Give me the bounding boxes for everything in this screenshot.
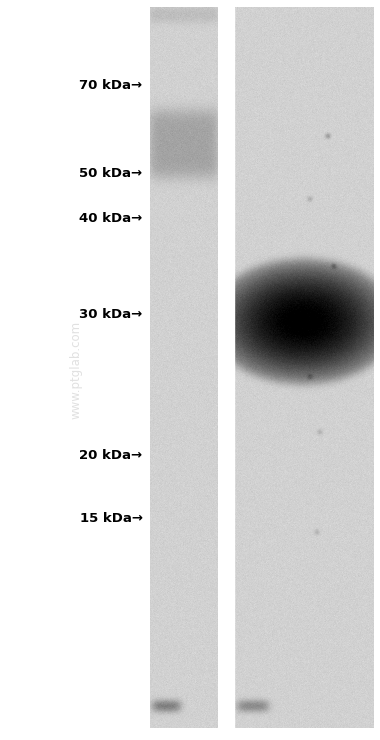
Text: 40 kDa→: 40 kDa→	[79, 212, 142, 225]
Text: 15 kDa→: 15 kDa→	[79, 511, 142, 525]
Text: 50 kDa→: 50 kDa→	[79, 167, 142, 181]
Text: 70 kDa→: 70 kDa→	[79, 78, 142, 92]
Text: 20 kDa→: 20 kDa→	[79, 448, 142, 462]
Text: 30 kDa→: 30 kDa→	[79, 308, 142, 321]
Text: www.ptglab.com: www.ptglab.com	[70, 321, 82, 419]
